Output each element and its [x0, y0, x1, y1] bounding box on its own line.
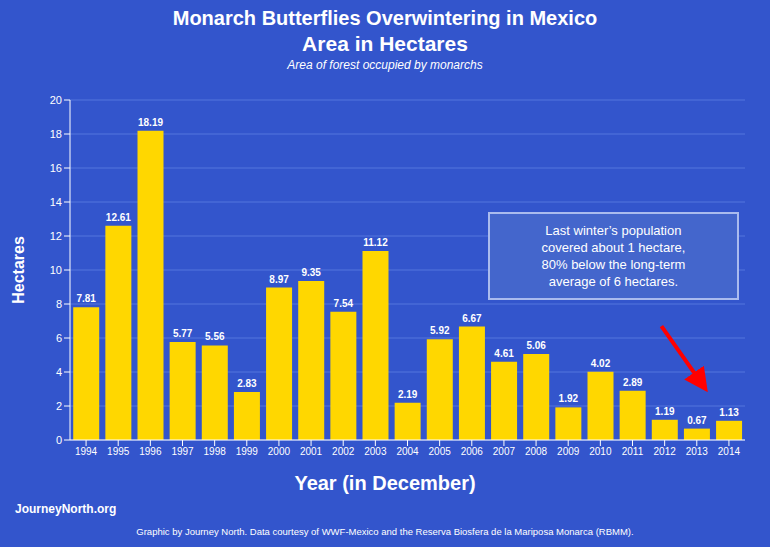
- svg-text:1996: 1996: [139, 446, 162, 457]
- svg-text:2.89: 2.89: [623, 377, 643, 388]
- svg-text:Hectares: Hectares: [10, 236, 27, 304]
- svg-text:7.81: 7.81: [76, 293, 96, 304]
- svg-text:4.61: 4.61: [494, 348, 514, 359]
- svg-text:12.61: 12.61: [106, 212, 131, 223]
- svg-text:5.92: 5.92: [430, 325, 450, 336]
- svg-text:2.83: 2.83: [237, 378, 257, 389]
- svg-text:2005: 2005: [429, 446, 452, 457]
- html-text:Year (in December): Year (in December): [294, 472, 476, 494]
- svg-text:9.35: 9.35: [301, 267, 321, 278]
- svg-text:18: 18: [50, 128, 62, 140]
- svg-text:2012: 2012: [654, 446, 677, 457]
- svg-text:4.02: 4.02: [591, 358, 611, 369]
- svg-text:6: 6: [56, 332, 62, 344]
- svg-text:4: 4: [56, 366, 62, 378]
- svg-text:2000: 2000: [268, 446, 291, 457]
- svg-text:2002: 2002: [332, 446, 355, 457]
- svg-text:1.19: 1.19: [655, 406, 675, 417]
- html-text:Graphic by Journey North. Data: Graphic by Journey North. Data courtesy …: [136, 526, 634, 537]
- svg-text:2014: 2014: [718, 446, 741, 457]
- html-text:Area in Hectares: Area in Hectares: [302, 32, 468, 55]
- svg-text:2001: 2001: [300, 446, 323, 457]
- svg-text:2008: 2008: [525, 446, 548, 457]
- svg-text:20: 20: [50, 94, 62, 106]
- svg-text:2011: 2011: [622, 446, 644, 457]
- svg-text:10: 10: [50, 264, 62, 276]
- svg-text:2013: 2013: [686, 446, 709, 457]
- svg-text:2009: 2009: [557, 446, 580, 457]
- svg-text:1.13: 1.13: [719, 407, 739, 418]
- svg-text:0.67: 0.67: [687, 415, 707, 426]
- svg-text:5.77: 5.77: [173, 328, 193, 339]
- svg-text:1997: 1997: [171, 446, 194, 457]
- svg-text:8.97: 8.97: [269, 274, 289, 285]
- svg-text:7.54: 7.54: [334, 298, 354, 309]
- svg-text:2.19: 2.19: [398, 389, 418, 400]
- svg-text:16: 16: [50, 162, 62, 174]
- svg-text:2004: 2004: [396, 446, 419, 457]
- svg-text:6.67: 6.67: [462, 313, 482, 324]
- svg-text:2003: 2003: [364, 446, 387, 457]
- html-text:Last winter’s population cover: Last winter’s population covered about 1…: [541, 223, 686, 290]
- svg-text:0: 0: [56, 434, 62, 446]
- svg-text:5.56: 5.56: [205, 331, 225, 342]
- svg-text:8: 8: [56, 298, 62, 310]
- svg-text:2: 2: [56, 400, 62, 412]
- svg-text:1994: 1994: [75, 446, 98, 457]
- svg-text:1999: 1999: [236, 446, 259, 457]
- svg-text:18.19: 18.19: [138, 117, 163, 128]
- svg-text:5.06: 5.06: [526, 340, 546, 351]
- html-text:Area of forest occupied by mon: Area of forest occupied by monarchs: [287, 58, 483, 72]
- svg-text:12: 12: [50, 230, 62, 242]
- html-text:Monarch Butterflies Overwinter: Monarch Butterflies Overwintering in Mex…: [172, 7, 598, 29]
- svg-text:1998: 1998: [204, 446, 227, 457]
- html-text:JourneyNorth.org: JourneyNorth.org: [15, 502, 117, 516]
- svg-text:14: 14: [50, 196, 62, 208]
- svg-text:11.12: 11.12: [363, 237, 388, 248]
- svg-text:2007: 2007: [493, 446, 516, 457]
- svg-text:1.92: 1.92: [559, 393, 579, 404]
- svg-text:2010: 2010: [589, 446, 612, 457]
- svg-text:1995: 1995: [107, 446, 130, 457]
- svg-text:2006: 2006: [461, 446, 484, 457]
